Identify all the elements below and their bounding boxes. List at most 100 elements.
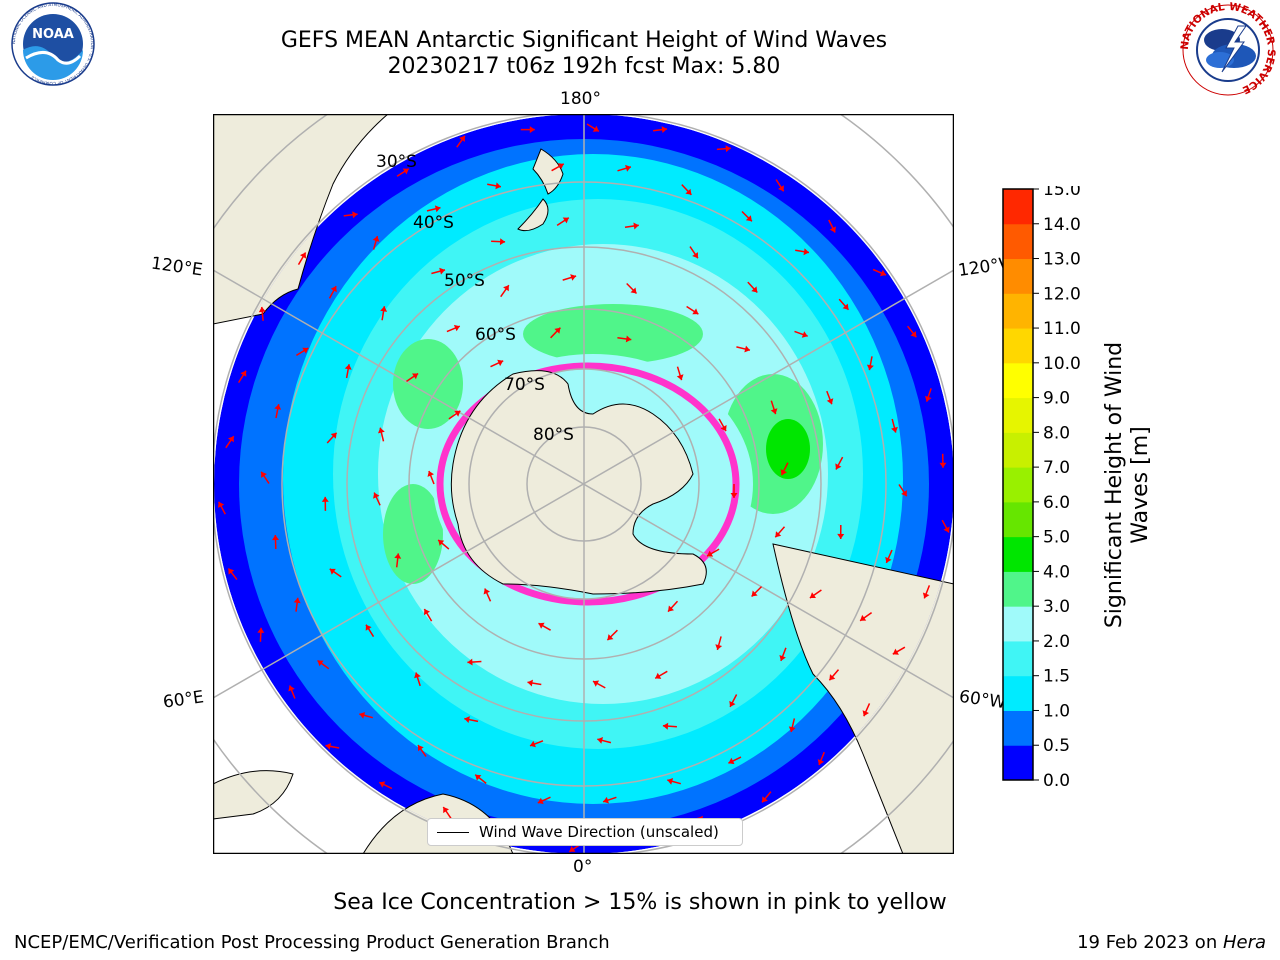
wind-wave-arrowhead bbox=[570, 274, 577, 281]
colorbar-tick-label: 2.0 bbox=[1043, 632, 1070, 652]
wind-wave-arrowhead bbox=[593, 680, 600, 687]
wind-wave-arrowhead bbox=[414, 672, 421, 679]
lat-label-50s: 50°S bbox=[444, 271, 485, 291]
wind-wave-arrowhead bbox=[412, 373, 419, 380]
wind-wave-arrowhead bbox=[633, 222, 639, 230]
wind-wave-arrowhead bbox=[880, 269, 886, 277]
colorbar-segment bbox=[1003, 432, 1033, 468]
colorbar-tick-label: 15.0 bbox=[1043, 186, 1081, 200]
wind-wave-arrowhead bbox=[829, 226, 836, 233]
colorbar-tick-label: 0.5 bbox=[1043, 736, 1070, 756]
colorbar-segment bbox=[1003, 258, 1033, 294]
colorbar-tick-label: 3.0 bbox=[1043, 597, 1070, 617]
wind-wave-arrowhead bbox=[730, 493, 738, 498]
wind-wave-arrowhead bbox=[495, 182, 501, 190]
colorbar-tick-label: 12.0 bbox=[1043, 284, 1081, 304]
wind-wave-arrowhead bbox=[770, 408, 778, 415]
colorbar-segment bbox=[1003, 501, 1033, 538]
wind-wave-arrowhead bbox=[538, 622, 545, 629]
wind-wave-arrowhead bbox=[745, 215, 752, 222]
colorbar-tick-label: 5.0 bbox=[1043, 528, 1070, 548]
national-weather-service-logo-icon: NATIONAL WEATHER SERVICE bbox=[1179, 2, 1277, 96]
svg-text:NOAA: NOAA bbox=[32, 27, 74, 42]
wind-wave-arrowhead bbox=[662, 722, 669, 730]
lon-label-60e: 60°E bbox=[161, 687, 206, 713]
colorbar-tick-label: 13.0 bbox=[1043, 250, 1081, 270]
wind-wave-arrowhead bbox=[499, 238, 506, 246]
wind-wave-arrowhead bbox=[801, 331, 808, 338]
wind-wave-arrowhead bbox=[240, 370, 247, 377]
wind-wave-arrowhead bbox=[922, 592, 930, 599]
wind-wave-arrowhead bbox=[885, 556, 892, 563]
wind-wave-arrowhead bbox=[779, 655, 786, 661]
colorbar-segment bbox=[1003, 223, 1033, 260]
wind-wave-arrowhead bbox=[603, 796, 609, 804]
wind-wave-arrowhead bbox=[329, 568, 336, 575]
footer-credit: NCEP/EMC/Verification Post Processing Pr… bbox=[14, 932, 610, 953]
wind-wave-arrowhead bbox=[751, 286, 758, 293]
wind-wave-arrowhead bbox=[258, 306, 266, 313]
wind-wave-arrowhead bbox=[288, 685, 295, 692]
colorbar-tick-label: 11.0 bbox=[1043, 319, 1081, 339]
wind-wave-arrowhead bbox=[842, 303, 849, 310]
wind-wave-arrowhead bbox=[378, 427, 385, 434]
wind-wave-arrowhead bbox=[778, 185, 784, 192]
wind-wave-arrowhead bbox=[892, 648, 899, 655]
wind-wave-arrowhead bbox=[394, 553, 402, 559]
wind-wave-arrowhead bbox=[554, 327, 561, 334]
polar-map bbox=[213, 114, 954, 854]
map-border bbox=[213, 114, 954, 854]
wind-wave-arrowhead bbox=[503, 285, 509, 292]
colorbar-segment bbox=[1003, 571, 1033, 607]
wind-wave-arrowhead bbox=[218, 501, 225, 508]
wind-wave-arrowhead bbox=[359, 712, 366, 719]
wind-wave-arrowhead bbox=[809, 592, 816, 598]
lat-label-70s: 70°S bbox=[504, 375, 545, 395]
wave-band-4.0-5.0 bbox=[766, 419, 810, 479]
wind-wave-arrowhead bbox=[330, 286, 337, 293]
wind-wave-arrowhead bbox=[380, 306, 388, 312]
wind-wave-arrowhead bbox=[780, 469, 787, 476]
wind-wave-arrowhead bbox=[860, 614, 867, 621]
wind-wave-arrowhead bbox=[379, 781, 386, 788]
wind-wave-arrowhead bbox=[817, 759, 825, 765]
wind-wave-arrowhead bbox=[569, 846, 576, 852]
wind-wave-arrowhead bbox=[529, 126, 535, 134]
wind-wave-arrowhead bbox=[527, 679, 533, 687]
wind-wave-arrowhead bbox=[829, 674, 836, 681]
wind-wave-arrowhead bbox=[228, 436, 234, 443]
wind-wave-arrowhead bbox=[228, 568, 235, 575]
wind-wave-arrowhead bbox=[676, 374, 684, 381]
wind-wave-arrowhead bbox=[685, 188, 692, 195]
wind-wave-arrowhead bbox=[625, 335, 632, 343]
colorbar-segment bbox=[1003, 293, 1033, 329]
wind-wave-arrowhead bbox=[557, 163, 564, 170]
wind-wave-arrowhead bbox=[424, 609, 430, 616]
wind-wave-arrowhead bbox=[321, 496, 329, 502]
wind-wave-arrowhead bbox=[655, 672, 662, 679]
lat-label-40s: 40°S bbox=[413, 213, 454, 233]
wind-wave-arrowhead bbox=[751, 590, 758, 597]
wind-wave-arrowhead bbox=[835, 463, 842, 470]
wind-wave-arrowhead bbox=[625, 164, 631, 172]
wind-wave-arrowhead bbox=[562, 217, 569, 224]
graticule bbox=[213, 114, 954, 854]
wind-wave-arrowhead bbox=[803, 248, 809, 256]
wind-wave-arrowhead bbox=[373, 492, 380, 499]
colorbar-segment bbox=[1003, 362, 1033, 399]
wind-wave-arrowhead bbox=[943, 526, 950, 533]
wind-wave-arrowhead bbox=[692, 252, 698, 259]
wind-wave-arrowhead bbox=[467, 658, 473, 666]
wind-wave-arrowhead bbox=[464, 716, 470, 723]
wind-wave-arrowhead bbox=[925, 395, 932, 402]
wind-wave-arrowhead bbox=[910, 331, 917, 338]
colorbar-segment bbox=[1003, 606, 1033, 642]
wind-wave-arrowhead bbox=[607, 634, 614, 641]
wind-wave-arrowhead bbox=[715, 644, 723, 650]
colorbar-segment bbox=[1003, 467, 1033, 503]
sea-ice-edge bbox=[436, 362, 740, 606]
colorbar-tick-label: 10.0 bbox=[1043, 354, 1081, 374]
wind-wave-arrowhead bbox=[372, 236, 380, 242]
colorbar-segment bbox=[1003, 536, 1033, 572]
wind-wave-arrowhead bbox=[667, 778, 674, 785]
